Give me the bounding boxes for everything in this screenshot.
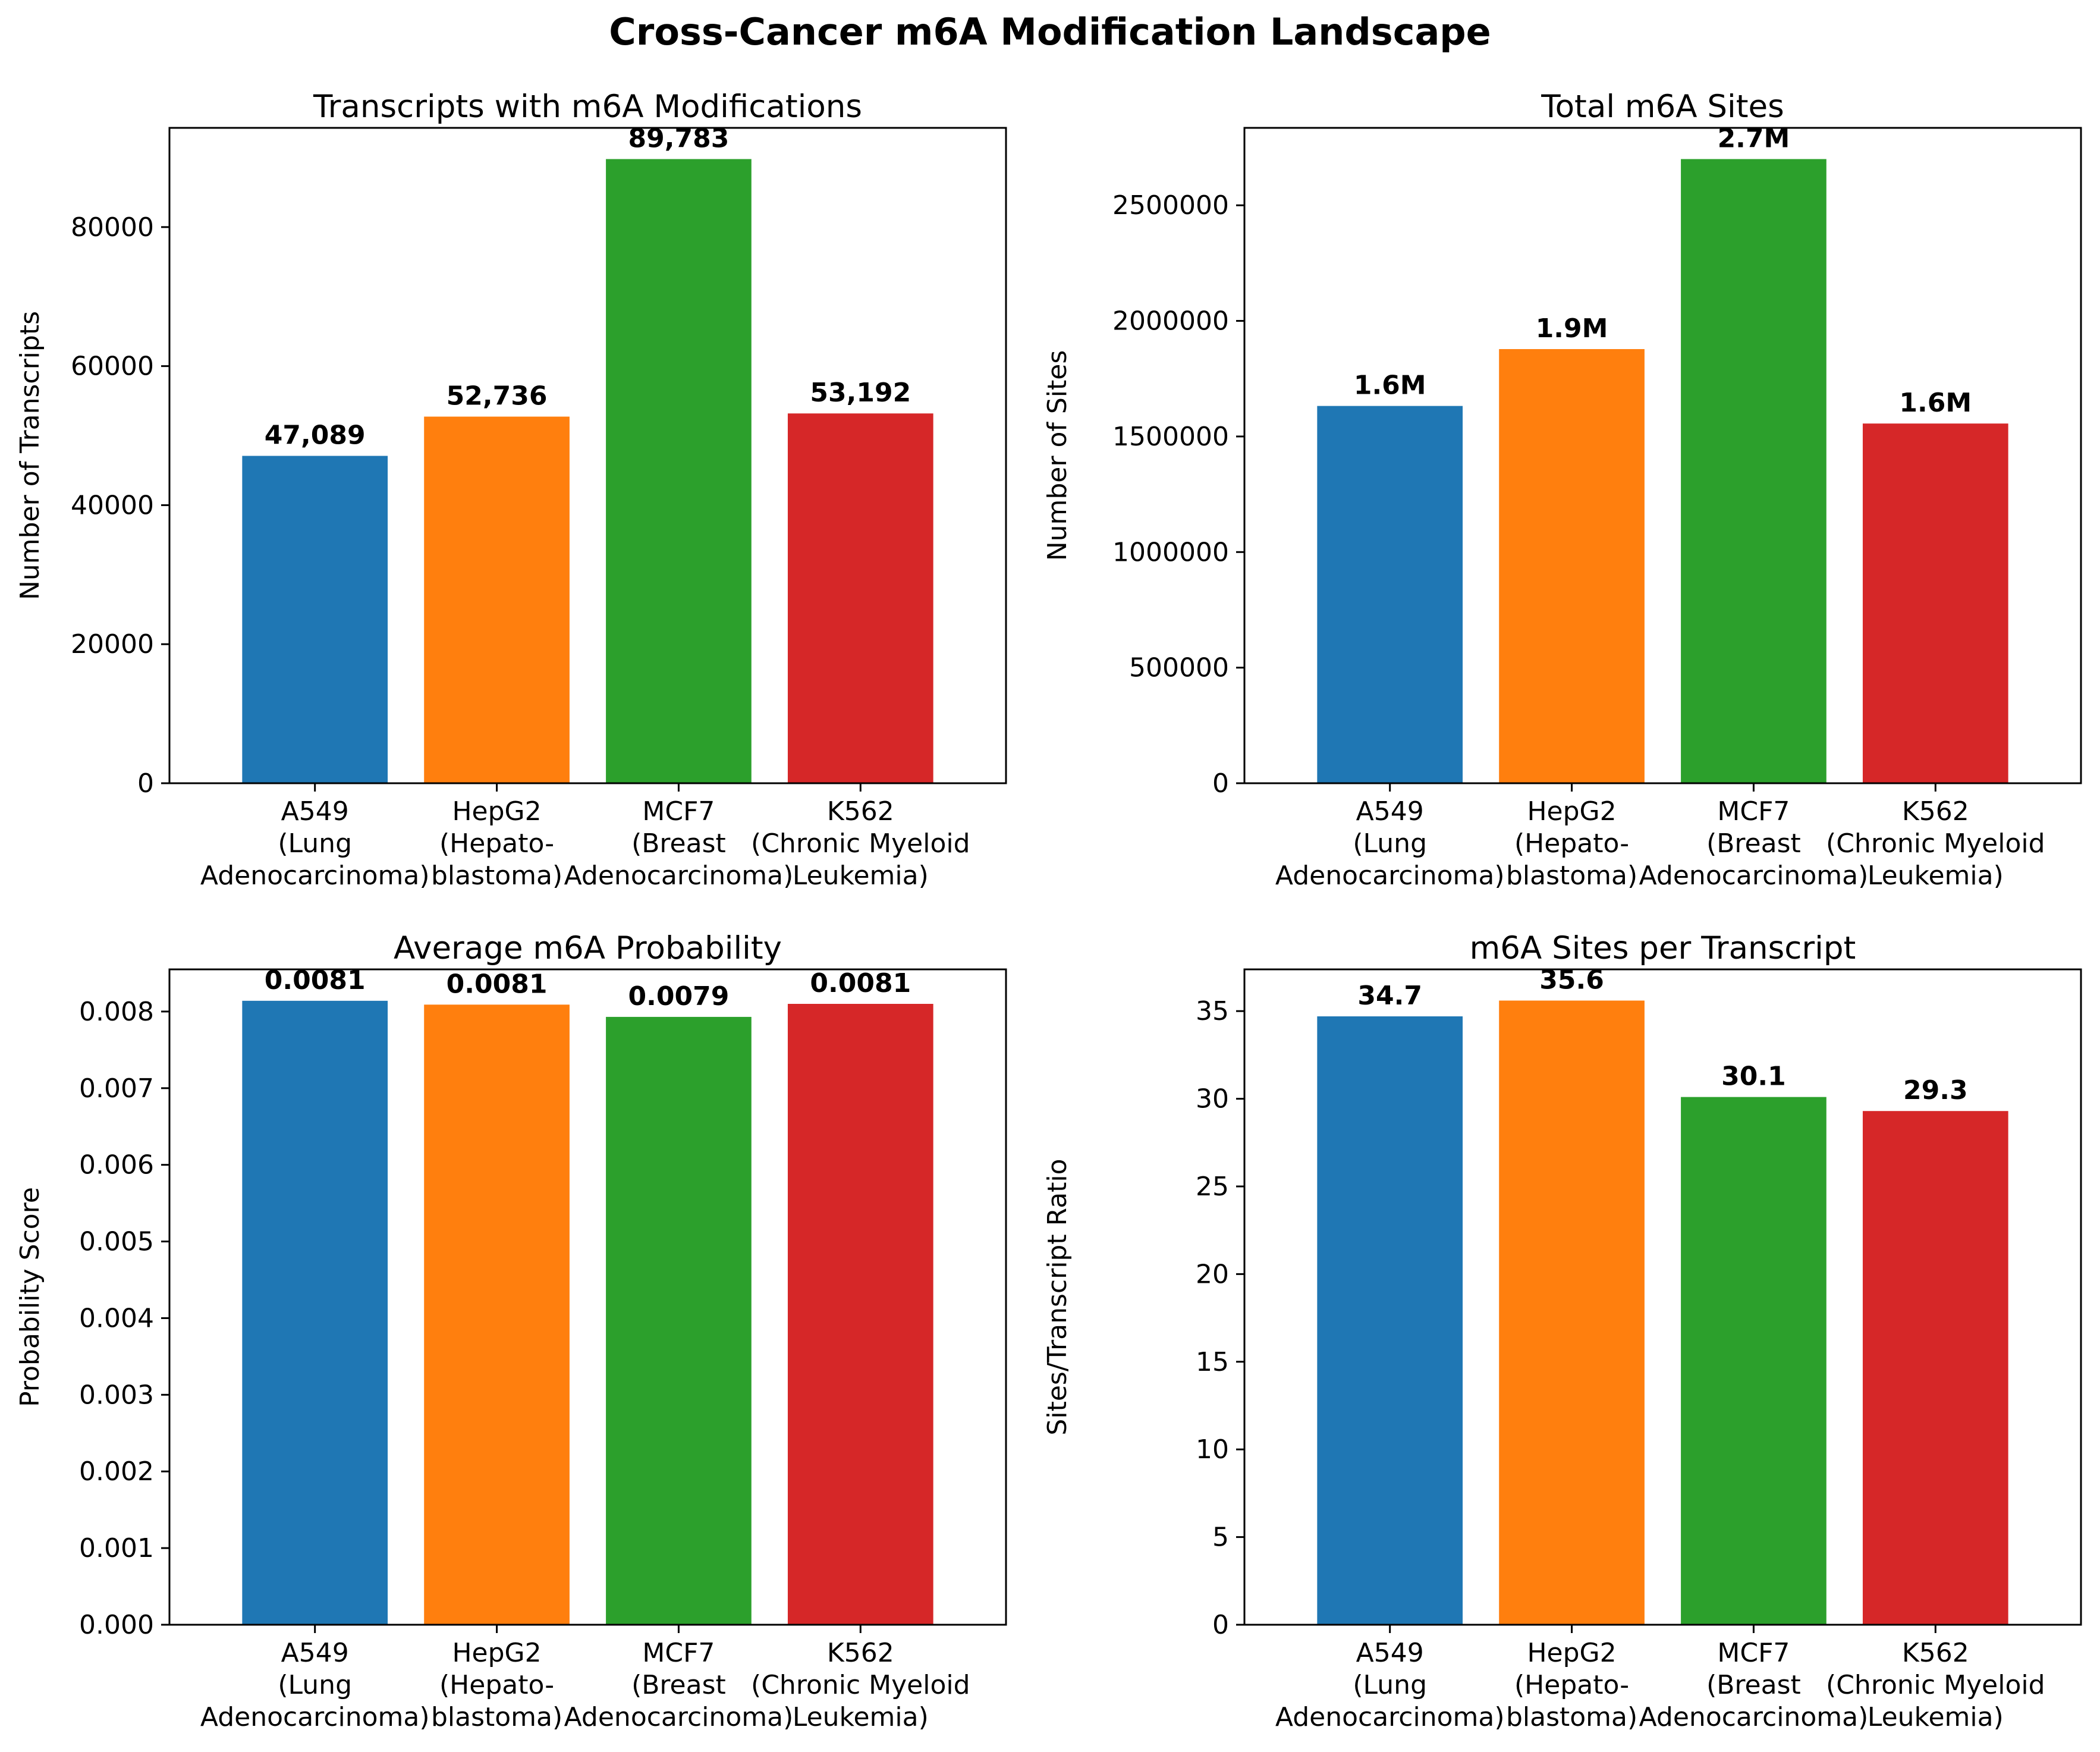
y-tick-label: 0.000 bbox=[79, 1610, 154, 1640]
panel-2: Total m6A Sites1.6M1.9M2.7M1.6M050000010… bbox=[1042, 89, 2082, 891]
data-label: 0.0079 bbox=[628, 981, 730, 1012]
data-label: 30.1 bbox=[1721, 1062, 1786, 1092]
axes-frame bbox=[168, 968, 1007, 1626]
x-tick-label: HepG2 (Hepato-blastoma) bbox=[1506, 1638, 1637, 1732]
y-tick-label: 0 bbox=[137, 768, 154, 799]
bar-mcf7 bbox=[1681, 1097, 1827, 1625]
y-tick-label: 1000000 bbox=[1112, 537, 1229, 567]
bar-a549 bbox=[1317, 406, 1463, 783]
y-tick-label: 15 bbox=[1196, 1347, 1229, 1377]
y-tick-label: 1500000 bbox=[1112, 422, 1229, 452]
y-tick-label: 20 bbox=[1196, 1259, 1229, 1289]
y-tick-label: 25 bbox=[1196, 1172, 1229, 1202]
x-tick-label: HepG2 (Hepato-blastoma) bbox=[431, 1638, 562, 1732]
data-label: 1.6M bbox=[1899, 388, 1972, 418]
y-tick-label: 0.003 bbox=[79, 1380, 154, 1410]
y-tick-label: 0.007 bbox=[79, 1073, 154, 1104]
y-axis-label: Sites/Transcript Ratio bbox=[1042, 1158, 1073, 1435]
y-tick-label: 10 bbox=[1196, 1434, 1229, 1465]
axes-frame bbox=[1243, 968, 2082, 1626]
x-tick-label: K562 (Chronic Myeloid Leukemia) bbox=[751, 796, 970, 891]
figure-title: Cross-Cancer m6A Modification Landscape bbox=[609, 10, 1491, 54]
y-tick-label: 0.008 bbox=[79, 997, 154, 1027]
bar-mcf7 bbox=[606, 159, 752, 784]
x-tick-label: A549 (Lung Adenocarcinoma) bbox=[200, 1638, 430, 1732]
data-label: 1.6M bbox=[1354, 371, 1426, 401]
y-tick-label: 80000 bbox=[71, 212, 154, 243]
x-tick-label: K562 (Chronic Myeloid Leukemia) bbox=[1826, 1638, 2045, 1732]
x-tick-label: MCF7 (Breast Adenocarcinoma) bbox=[1639, 1638, 1869, 1732]
x-tick-label: K562 (Chronic Myeloid Leukemia) bbox=[751, 1638, 970, 1732]
bar-k562 bbox=[787, 413, 933, 783]
data-label: 29.3 bbox=[1903, 1075, 1968, 1106]
y-tick-label: 60000 bbox=[71, 351, 154, 382]
y-tick-label: 20000 bbox=[71, 629, 154, 660]
x-tick-label: A549 (Lung Adenocarcinoma) bbox=[1275, 1638, 1505, 1732]
y-tick-label: 0.005 bbox=[79, 1227, 154, 1257]
bar-mcf7 bbox=[606, 1016, 752, 1625]
panel-title: m6A Sites per Transcript bbox=[1470, 930, 1856, 966]
bar-a549 bbox=[1317, 1016, 1463, 1625]
panel-1: Transcripts with m6A Modifications 47,089… bbox=[15, 89, 1007, 891]
panel-title: Transcripts with m6A Modifications bbox=[313, 89, 862, 125]
y-tick-label: 5 bbox=[1212, 1522, 1229, 1553]
bar-k562 bbox=[1862, 1111, 2008, 1625]
y-tick-label: 30 bbox=[1196, 1084, 1229, 1114]
bar-k562 bbox=[787, 1004, 933, 1625]
bar-a549 bbox=[242, 1000, 388, 1625]
y-tick-label: 0 bbox=[1212, 1610, 1229, 1640]
y-tick-label: 35 bbox=[1196, 996, 1229, 1026]
panel-title: Total m6A Sites bbox=[1541, 89, 1784, 125]
x-tick-label: MCF7 (Breast Adenocarcinoma) bbox=[564, 1638, 794, 1732]
x-tick-label: A549 (Lung Adenocarcinoma) bbox=[1275, 796, 1505, 891]
y-tick-label: 0.004 bbox=[79, 1303, 154, 1333]
x-tick-label: HepG2 (Hepato-blastoma) bbox=[431, 796, 562, 891]
bar-hepg2 bbox=[1499, 348, 1645, 783]
y-tick-label: 0.001 bbox=[79, 1533, 154, 1563]
y-tick-label: 500000 bbox=[1129, 653, 1229, 683]
axes-frame bbox=[168, 127, 1007, 784]
y-tick-label: 0.002 bbox=[79, 1456, 154, 1487]
x-tick-label: K562 (Chronic Myeloid Leukemia) bbox=[1826, 796, 2045, 891]
y-tick-label: 0 bbox=[1212, 768, 1229, 799]
y-tick-label: 2000000 bbox=[1112, 306, 1229, 337]
y-axis-label: Probability Score bbox=[15, 1187, 45, 1407]
y-axis-label: Number of Transcripts bbox=[15, 311, 45, 600]
data-label: 53,192 bbox=[810, 378, 911, 408]
bar-a549 bbox=[242, 456, 388, 783]
bar-hepg2 bbox=[1499, 1000, 1645, 1625]
x-tick-label: HepG2 (Hepato-blastoma) bbox=[1506, 796, 1637, 891]
y-axis-label: Number of Sites bbox=[1042, 350, 1073, 561]
panel-title: Average m6A Probability bbox=[394, 930, 782, 966]
bar-k562 bbox=[1862, 423, 2008, 783]
y-tick-label: 2500000 bbox=[1112, 190, 1229, 221]
axes-frame bbox=[1243, 127, 2082, 784]
data-label: 34.7 bbox=[1357, 981, 1422, 1011]
bar-mcf7 bbox=[1681, 159, 1827, 783]
x-tick-label: MCF7 (Breast Adenocarcinoma) bbox=[564, 796, 794, 891]
x-tick-label: MCF7 (Breast Adenocarcinoma) bbox=[1639, 796, 1869, 891]
y-tick-label: 40000 bbox=[71, 490, 154, 520]
x-tick-label: A549 (Lung Adenocarcinoma) bbox=[200, 796, 430, 891]
data-label: 47,089 bbox=[265, 420, 366, 451]
data-label: 0.0081 bbox=[810, 968, 911, 999]
data-label: 52,736 bbox=[447, 381, 548, 412]
bar-hepg2 bbox=[424, 416, 570, 783]
chart-panels: Transcripts with m6A Modifications 47,089… bbox=[15, 89, 2082, 1732]
data-label: 1.9M bbox=[1536, 313, 1608, 344]
bar-hepg2 bbox=[424, 1004, 570, 1625]
data-label: 0.0081 bbox=[447, 969, 548, 999]
y-tick-label: 0.006 bbox=[79, 1150, 154, 1180]
